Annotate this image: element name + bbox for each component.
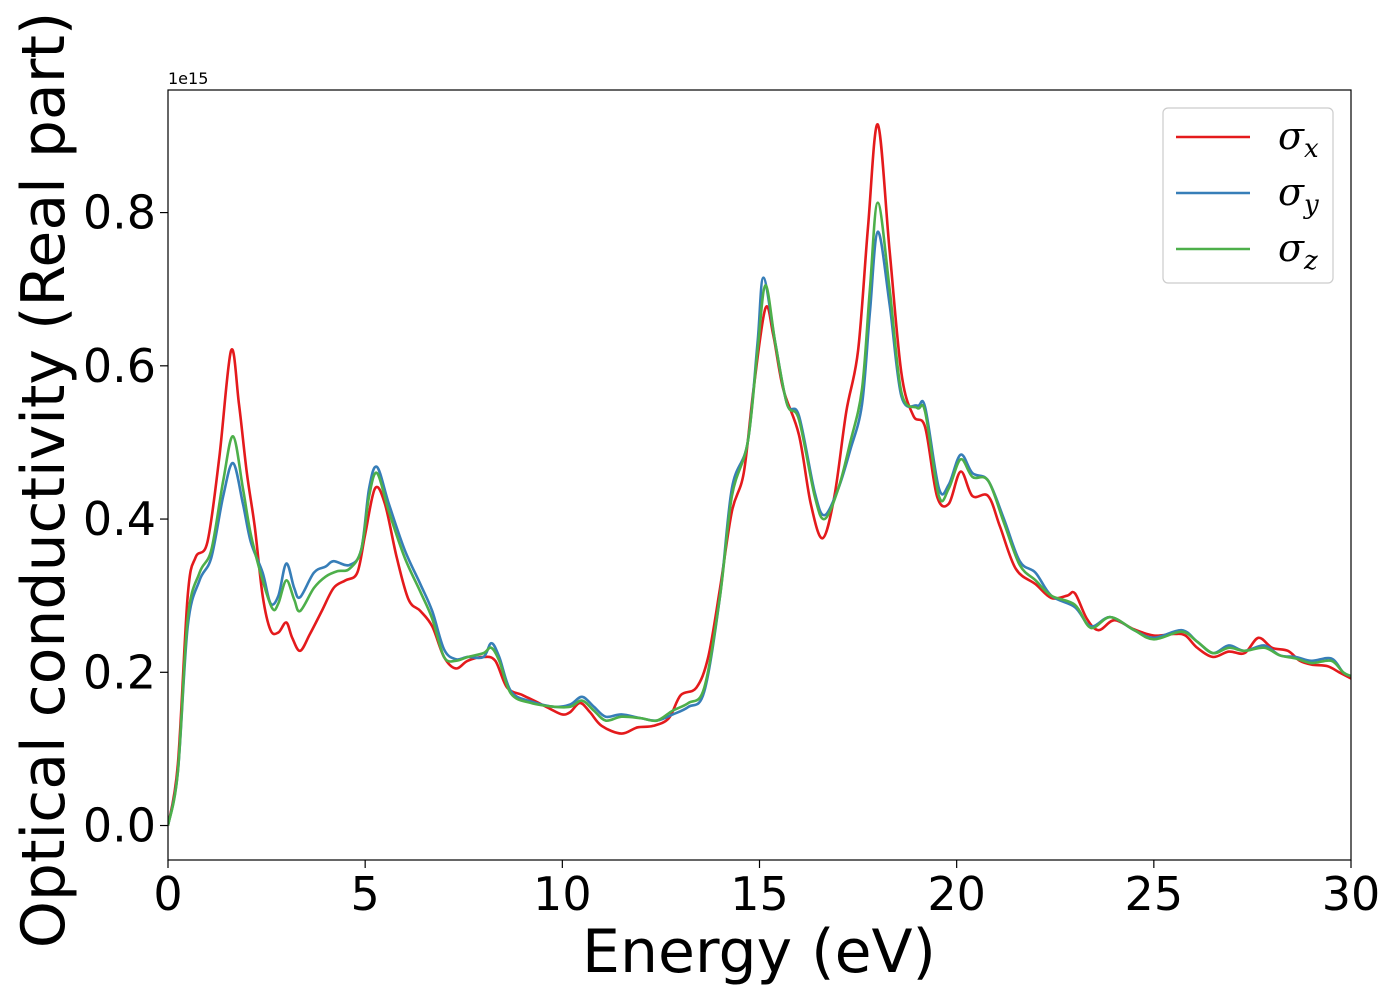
x-tick-label: 25 [1125, 867, 1184, 921]
y-tick-label: 0.2 [83, 645, 156, 699]
series-line-z [168, 201, 1351, 826]
plot-background [168, 90, 1351, 860]
series-layer [168, 123, 1351, 826]
x-axis-ticks: 0 5 10 15 20 25 30 [153, 860, 1380, 921]
legend-symbol: σ [1278, 170, 1305, 214]
legend-subscript: x [1304, 134, 1319, 164]
y-axis-ticks: 0.0 0.2 0.4 0.6 0.8 [83, 186, 168, 853]
x-tick-label: 0 [153, 867, 182, 921]
y-tick-label: 0.8 [83, 186, 156, 240]
y-axis-label: Optical conductivity (Real part) [9, 12, 79, 949]
x-axis-label: Energy (eV) [582, 917, 936, 987]
x-tick-label: 30 [1322, 867, 1381, 921]
y-offset-label: 1e15 [168, 69, 208, 88]
legend-label-y: σy [1278, 170, 1319, 220]
x-tick-label: 10 [533, 867, 592, 921]
legend-label-z: σz [1278, 226, 1318, 276]
legend-frame [1162, 107, 1334, 284]
legend-subscript: z [1303, 246, 1318, 276]
legend-label-x: σx [1278, 114, 1319, 164]
y-tick-label: 0.4 [83, 492, 156, 546]
x-tick-label: 15 [730, 867, 789, 921]
legend-symbol: σ [1278, 226, 1305, 270]
y-tick-label: 0.0 [83, 799, 156, 853]
x-tick-label: 5 [351, 867, 380, 921]
x-tick-label: 20 [927, 867, 986, 921]
y-tick-label: 0.6 [83, 339, 156, 393]
legend-symbol: σ [1278, 114, 1305, 158]
legend-subscript: y [1303, 190, 1319, 220]
